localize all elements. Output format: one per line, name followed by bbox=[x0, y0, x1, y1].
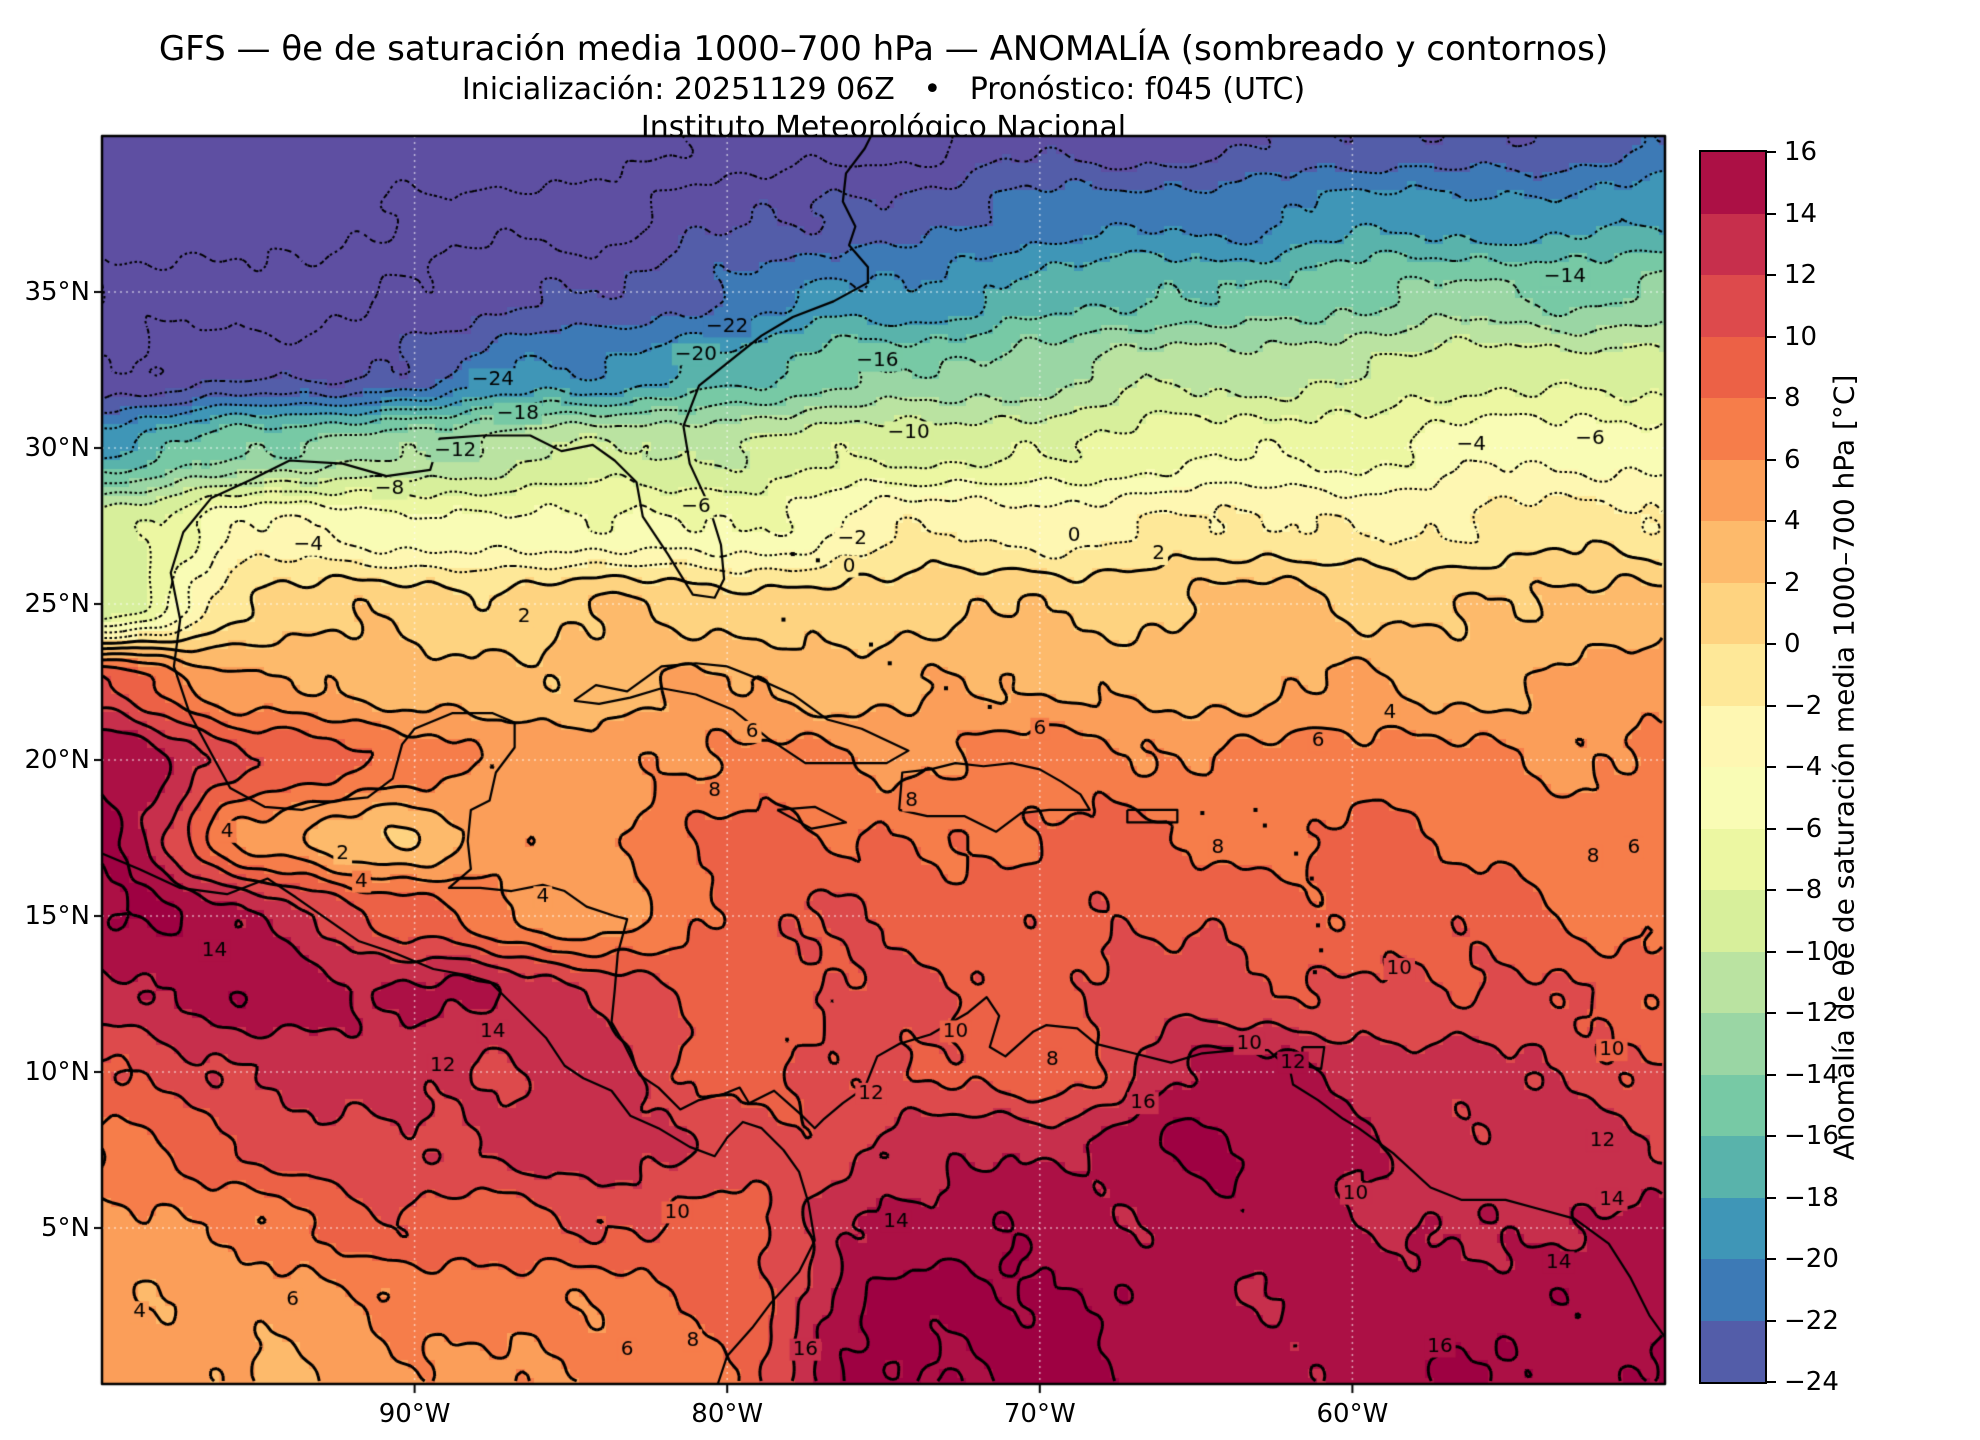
colorbar-tick-mark bbox=[1767, 274, 1776, 276]
colorbar-tick-mark bbox=[1767, 643, 1776, 645]
colorbar-segment bbox=[1701, 1197, 1765, 1259]
colorbar-tick-mark bbox=[1767, 212, 1776, 215]
colorbar-tick-label: 10 bbox=[1784, 321, 1818, 352]
lat-tick-label: 10°N bbox=[24, 1057, 90, 1087]
colorbar-segment bbox=[1701, 152, 1765, 214]
colorbar-tick-label: −12 bbox=[1784, 998, 1839, 1028]
colorbar-tick-label: 8 bbox=[1784, 383, 1801, 413]
figure-title: GFS — θe de saturación media 1000–700 hP… bbox=[158, 29, 1609, 69]
colorbar-tick-label: −20 bbox=[1784, 1244, 1839, 1274]
colorbar-segment bbox=[1701, 644, 1765, 706]
colorbar-tick-mark bbox=[1767, 151, 1776, 153]
colorbar-tick-label: −6 bbox=[1784, 813, 1823, 844]
colorbar-tick-mark bbox=[1767, 581, 1776, 584]
lon-tick-label: 90°W bbox=[378, 1399, 451, 1429]
colorbar-tick-label: 14 bbox=[1784, 198, 1818, 229]
colorbar-tick-label: −16 bbox=[1784, 1121, 1839, 1151]
lat-tick-label: 15°N bbox=[24, 901, 90, 931]
colorbar-segment bbox=[1701, 582, 1765, 644]
colorbar-tick-mark bbox=[1767, 335, 1776, 338]
lat-tick-label: 5°N bbox=[41, 1213, 90, 1243]
colorbar-tick-mark bbox=[1767, 889, 1776, 891]
colorbar-tick-label: −10 bbox=[1784, 936, 1839, 967]
colorbar-tick-mark bbox=[1767, 520, 1776, 522]
colorbar-tick-label: 2 bbox=[1784, 567, 1801, 598]
colorbar-segment bbox=[1701, 213, 1765, 275]
figure-subtitle-init-forecast: Inicialización: 20251129 06Z • Pronóstic… bbox=[461, 72, 1306, 107]
colorbar-tick-mark bbox=[1767, 1258, 1776, 1260]
colorbar-tick-mark bbox=[1767, 1135, 1776, 1137]
colorbar-tick-mark bbox=[1767, 458, 1776, 461]
colorbar-tick-mark bbox=[1767, 1381, 1776, 1383]
colorbar-tick-mark bbox=[1767, 1319, 1776, 1322]
colorbar-segment bbox=[1701, 890, 1765, 952]
colorbar-segment bbox=[1701, 828, 1765, 890]
colorbar-tick-mark bbox=[1767, 1196, 1776, 1199]
colorbar-segment bbox=[1701, 1259, 1765, 1321]
colorbar-tick-mark bbox=[1767, 397, 1776, 399]
colorbar-tick-mark bbox=[1767, 766, 1776, 768]
colorbar-tick-mark bbox=[1767, 950, 1776, 953]
colorbar-tick-mark bbox=[1767, 704, 1776, 707]
colorbar-segment bbox=[1701, 275, 1765, 337]
map-canvas bbox=[94, 128, 1674, 1398]
colorbar-segment bbox=[1701, 521, 1765, 583]
colorbar-segment bbox=[1701, 767, 1765, 829]
lon-tick-label: 80°W bbox=[691, 1399, 764, 1429]
colorbar-segment bbox=[1701, 1074, 1765, 1136]
colorbar-segment bbox=[1701, 398, 1765, 460]
colorbar-tick-label: 0 bbox=[1784, 629, 1801, 659]
colorbar-tick-label: −24 bbox=[1784, 1367, 1839, 1397]
colorbar-tick-mark bbox=[1767, 1012, 1776, 1014]
colorbar-tick-label: 4 bbox=[1784, 506, 1801, 536]
colorbar-tick-label: −4 bbox=[1784, 752, 1823, 782]
lat-tick-label: 30°N bbox=[24, 433, 90, 463]
lat-tick-label: 20°N bbox=[24, 745, 90, 775]
colorbar-segment bbox=[1701, 705, 1765, 767]
colorbar-segment bbox=[1701, 336, 1765, 398]
colorbar-segment bbox=[1701, 1013, 1765, 1075]
colorbar-tick-label: −18 bbox=[1784, 1182, 1839, 1213]
lon-tick-label: 70°W bbox=[1003, 1399, 1076, 1429]
lat-tick-label: 35°N bbox=[24, 277, 90, 307]
lat-tick-label: 25°N bbox=[24, 589, 90, 619]
colorbar-tick-label: 6 bbox=[1784, 444, 1801, 475]
colorbar-tick-label: −2 bbox=[1784, 690, 1823, 721]
colorbar-segment bbox=[1701, 951, 1765, 1013]
colorbar-tick-label: −8 bbox=[1784, 875, 1823, 905]
lon-tick-label: 60°W bbox=[1316, 1399, 1389, 1429]
colorbar-tick-mark bbox=[1767, 1073, 1776, 1076]
colorbar-segment bbox=[1701, 459, 1765, 521]
colorbar-tick-label: −22 bbox=[1784, 1305, 1839, 1336]
colorbar-segment bbox=[1701, 1136, 1765, 1198]
colorbar-segment bbox=[1701, 1320, 1765, 1382]
colorbar-tick-mark bbox=[1767, 827, 1776, 830]
colorbar-tick-label: 16 bbox=[1784, 137, 1818, 167]
colorbar bbox=[1699, 150, 1767, 1384]
colorbar-tick-label: −14 bbox=[1784, 1059, 1839, 1090]
colorbar-tick-label: 12 bbox=[1784, 260, 1818, 290]
